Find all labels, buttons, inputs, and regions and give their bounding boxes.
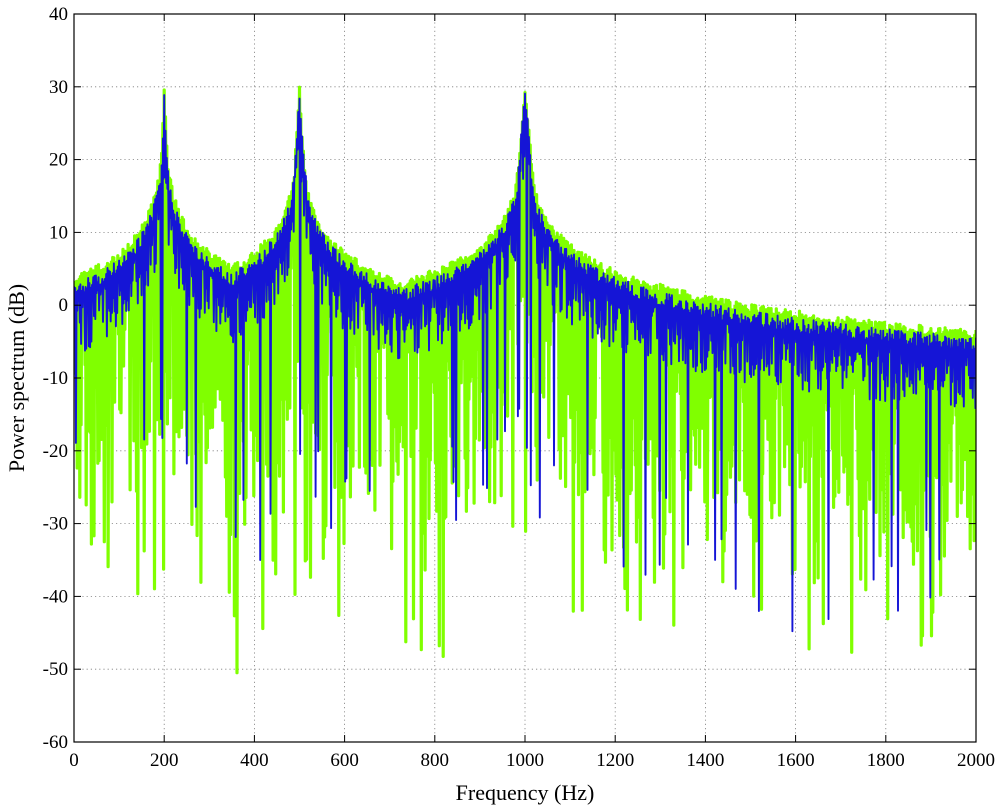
- x-tick-label: 2000: [957, 750, 995, 771]
- x-tick-label: 1000: [506, 750, 544, 771]
- y-tick-label: -20: [43, 441, 68, 462]
- y-tick-label: -40: [43, 586, 68, 607]
- y-axis-label: Power spectrum (dB): [4, 284, 29, 472]
- x-tick-label: 0: [69, 750, 79, 771]
- y-tick-label: -30: [43, 514, 68, 535]
- y-tick-label: 10: [49, 222, 68, 243]
- x-tick-label: 1400: [686, 750, 724, 771]
- tick-marks: [73, 13, 977, 743]
- x-axis-label: Frequency (Hz): [456, 780, 595, 805]
- y-tick-label: 40: [49, 4, 68, 25]
- series-blue-spectrum: [74, 92, 976, 633]
- x-tick-label: 1600: [777, 750, 815, 771]
- x-tick-label: 600: [330, 750, 359, 771]
- y-tick-label: -50: [43, 659, 68, 680]
- y-tick-label: 0: [59, 295, 69, 316]
- x-tick-label: 1200: [596, 750, 634, 771]
- x-tick-label: 800: [421, 750, 450, 771]
- x-tick-labels: 0 200 400 600 800 1000 1200 1400 1600 1800 2000: [69, 750, 995, 771]
- y-tick-label: -10: [43, 368, 68, 389]
- y-tick-label: 20: [49, 150, 68, 171]
- y-tick-label: -60: [43, 732, 68, 753]
- x-tick-label: 200: [150, 750, 179, 771]
- x-tick-label: 1800: [867, 750, 905, 771]
- y-tick-labels: 40 30 20 10 0 -10 -20 -30 -40 -50 -60: [43, 4, 68, 753]
- y-tick-label: 30: [49, 77, 68, 98]
- series-layer: [74, 85, 976, 675]
- x-tick-label: 400: [240, 750, 269, 771]
